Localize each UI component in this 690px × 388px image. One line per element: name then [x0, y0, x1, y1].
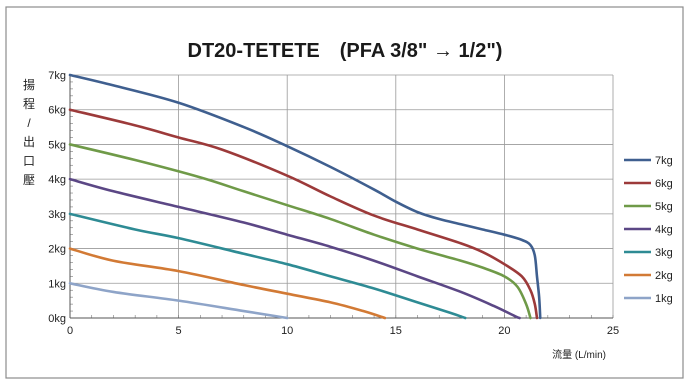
legend-label-1kg: 1kg: [655, 293, 673, 305]
series-line-6kg: [68, 108, 539, 320]
x-axis-label: 流量 (L/min): [552, 348, 606, 361]
tick-labels: 0kg 1kg 2kg 3kg 4kg 5kg 6kg 7kg 0 5 10 15 20 25: [48, 70, 619, 337]
legend-label-3kg: 3kg: [655, 247, 673, 259]
y-axis-label-char: 程: [23, 96, 35, 111]
x-tick-label: 0: [67, 325, 73, 337]
legend-label-6kg: 6kg: [655, 178, 673, 190]
chart-border: [5, 6, 684, 379]
x-tick-label: 10: [281, 325, 293, 337]
grid: [70, 74, 614, 318]
series-line-1kg: [68, 281, 289, 320]
legend-label-2kg: 2kg: [655, 270, 673, 282]
y-axis-label-char: 出: [23, 135, 35, 149]
y-axis-label-char: /: [27, 116, 31, 130]
chart-title: DT20-TETETE (PFA 3/8" → 1/2"): [188, 40, 503, 62]
series-line-5kg: [68, 143, 532, 320]
y-tick-label: 2kg: [48, 244, 66, 256]
y-tick-label: 6kg: [48, 105, 66, 117]
x-tick-label: 25: [607, 325, 619, 337]
y-tick-label: 1kg: [48, 278, 66, 290]
y-tick-label: 3kg: [48, 209, 66, 221]
series-line-3kg: [68, 212, 467, 320]
series-line-4kg: [68, 177, 521, 320]
y-tick-label: 5kg: [48, 139, 66, 151]
legend-label-4kg: 4kg: [655, 224, 673, 236]
y-axis-label-char: 揚: [23, 78, 35, 92]
x-tick-label: 15: [390, 325, 402, 337]
y-axis-label-char: 壓: [23, 173, 35, 187]
series-lines: [68, 73, 542, 320]
legend: 7kg 6kg 5kg 4kg 3kg 2kg 1kg: [624, 155, 673, 305]
y-tick-label: 4kg: [48, 174, 66, 186]
y-tick-label: 0kg: [48, 313, 66, 325]
legend-label-7kg: 7kg: [655, 155, 673, 167]
series-line-7kg: [68, 73, 542, 320]
y-axis-label: 揚程 / 出口壓: [23, 78, 35, 187]
y-axis-label-char: 口: [23, 154, 35, 168]
y-tick-label: 7kg: [48, 70, 66, 82]
x-tick-label: 5: [176, 325, 182, 337]
legend-label-5kg: 5kg: [655, 201, 673, 213]
series-line-2kg: [68, 247, 387, 320]
x-tick-label: 20: [498, 325, 510, 337]
